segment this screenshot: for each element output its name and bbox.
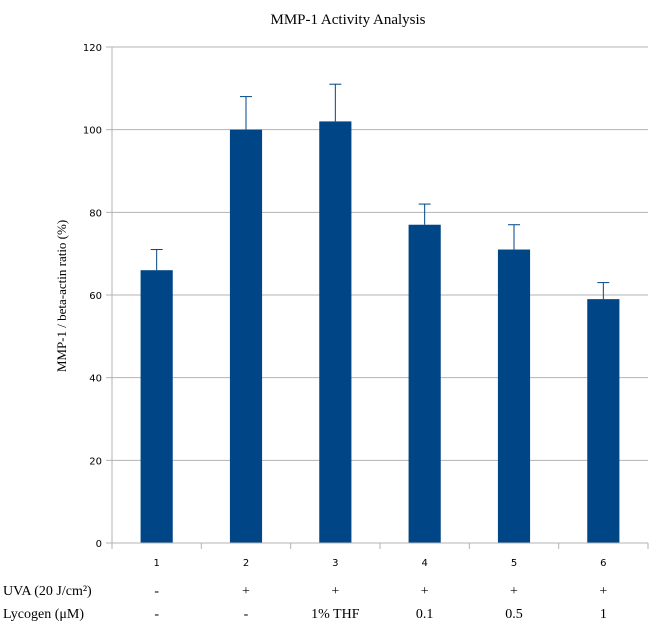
- condition-value: +: [331, 584, 339, 599]
- chart-title: MMP-1 Activity Analysis: [270, 12, 425, 28]
- bar: [140, 270, 173, 543]
- condition-value: 1: [600, 607, 607, 622]
- condition-value: +: [242, 584, 250, 599]
- condition-value: -: [154, 607, 159, 622]
- condition-value: 1% THF: [311, 607, 360, 622]
- y-tick-label: 40: [89, 374, 102, 385]
- bar: [587, 299, 620, 543]
- condition-table: UVA (20 J/cm²) - + + + + + Lycogen (μM) - - 1% THF…: [3, 584, 607, 622]
- bar: [408, 224, 441, 543]
- condition-row-label: Lycogen (μM): [3, 607, 84, 622]
- bar: [497, 249, 531, 544]
- condition-value: +: [510, 584, 518, 599]
- gridlines: [112, 46, 648, 461]
- axes: 0 20 40 60 80 100 120 1 2 3 4 5 6: [83, 43, 649, 569]
- condition-value: -: [244, 607, 249, 622]
- bar: [319, 121, 352, 544]
- y-tick-label: 80: [89, 208, 102, 219]
- condition-value: +: [421, 584, 429, 599]
- y-tick-label: 60: [89, 291, 102, 302]
- condition-value: +: [599, 584, 607, 599]
- y-axis-label: MMP-1 / beta-actin ratio (%): [54, 220, 69, 372]
- x-tick-label: 5: [511, 558, 517, 569]
- y-tick-label: 20: [89, 456, 102, 467]
- condition-value: -: [154, 584, 159, 599]
- error-bars: [150, 83, 610, 300]
- y-tick-label: 100: [83, 126, 102, 137]
- condition-value: 0.5: [505, 607, 523, 622]
- condition-row-label: UVA (20 J/cm²): [3, 584, 92, 599]
- condition-value: 0.1: [416, 607, 434, 622]
- y-tick-label: 0: [96, 539, 102, 550]
- x-tick-label: 1: [153, 558, 159, 569]
- x-tick-label: 6: [600, 558, 606, 569]
- y-tick-label: 120: [83, 43, 102, 54]
- bar: [229, 129, 263, 543]
- bars: [140, 121, 620, 544]
- x-tick-label: 3: [332, 558, 338, 569]
- x-tick-label: 2: [243, 558, 249, 569]
- x-tick-label: 4: [421, 558, 427, 569]
